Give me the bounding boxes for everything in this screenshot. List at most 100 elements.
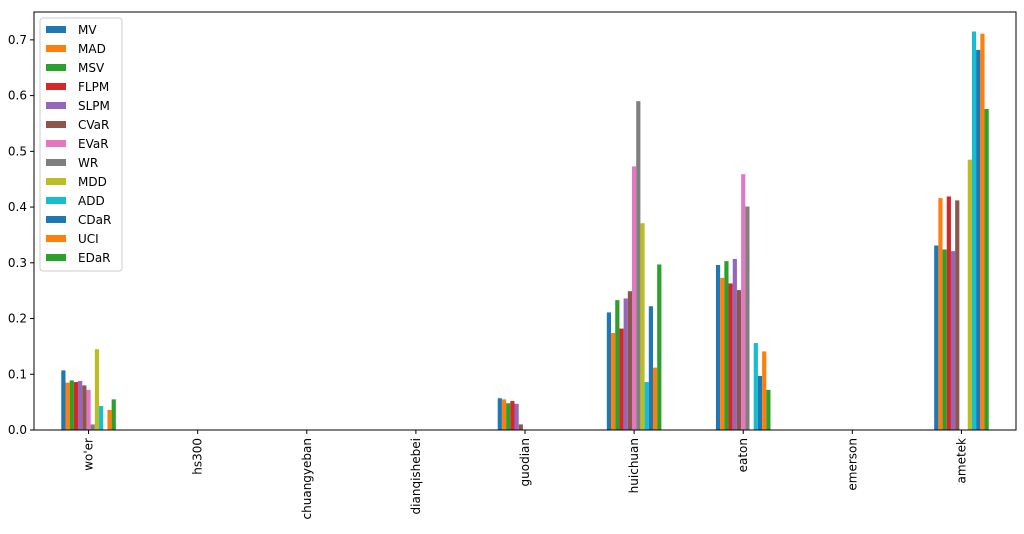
bar-slpm-6 (732, 258, 737, 430)
legend-label-cdar: CDaR (78, 213, 111, 227)
legend-swatch-cvar (46, 121, 66, 128)
bar-edar-0 (111, 399, 116, 430)
legend-label-mv: MV (78, 23, 97, 37)
legend-swatch-cdar (46, 216, 66, 223)
y-tick-label: 0.3 (8, 256, 27, 270)
bar-add-0 (99, 406, 104, 430)
legend-swatch-edar (46, 254, 66, 261)
bar-msv-8 (942, 249, 947, 430)
y-tick-label: 0.0 (8, 423, 27, 437)
legend-label-msv: MSV (78, 61, 105, 75)
bar-slpm-4 (514, 403, 519, 430)
legend-label-edar: EDaR (78, 251, 111, 265)
bar-mad-0 (65, 382, 70, 430)
y-tick-label: 0.7 (8, 33, 27, 47)
legend-label-cvar: CVaR (78, 118, 109, 132)
legend-swatch-slpm (46, 102, 66, 109)
bar-cvar-0 (82, 385, 87, 430)
bar-wr-6 (745, 206, 750, 430)
bar-flpm-5 (619, 328, 624, 430)
bar-flpm-0 (73, 382, 79, 430)
legend-swatch-mad (46, 45, 66, 52)
legend-box (39, 17, 123, 272)
bar-mv-0 (61, 370, 66, 430)
bar-msv-4 (506, 403, 511, 430)
legend-swatch-msv (46, 64, 66, 71)
bar-edar-6 (766, 389, 771, 430)
bar-mv-5 (606, 312, 612, 430)
bar-cdar-6 (757, 375, 763, 430)
bar-mad-6 (720, 277, 725, 430)
bar-mv-4 (497, 398, 502, 430)
legend-swatch-evar (46, 140, 66, 147)
bar-slpm-5 (623, 298, 628, 430)
legend: MV MAD MSV FLPM SLPM CVaR EVaR WR MDD ADD CDaR UCI E… (39, 17, 123, 272)
legend-swatch-wr (46, 159, 66, 166)
bar-uci-5 (653, 367, 658, 430)
bar-evar-0 (86, 389, 91, 430)
bar-msv-0 (69, 380, 74, 430)
legend-label-slpm: SLPM (78, 99, 110, 113)
x-tick-label: wo'er (82, 438, 96, 471)
legend-label-uci: UCI (78, 232, 99, 246)
legend-label-evar: EVaR (78, 137, 109, 151)
bar-add-8 (971, 31, 977, 430)
bar-cvar-8 (955, 200, 960, 430)
x-tick-label: hs300 (191, 438, 205, 475)
bar-add-5 (644, 382, 649, 430)
x-tick-label: guodian (518, 438, 532, 486)
bar-mv-6 (715, 265, 721, 430)
y-tick-label: 0.4 (8, 200, 27, 214)
bar-evar-6 (741, 174, 746, 430)
bar-mad-8 (938, 198, 943, 430)
bar-cvar-4 (518, 424, 523, 430)
bars-layer (61, 31, 989, 431)
bar-add-6 (753, 343, 758, 430)
x-tick-label: ametek (954, 438, 968, 484)
bar-mad-5 (611, 333, 616, 430)
bar-cdar-5 (648, 306, 653, 430)
plot-frame (33, 11, 1017, 431)
y-tick-label: 0.5 (8, 144, 27, 158)
bar-flpm-4 (510, 401, 515, 430)
x-tick-label: huichuan (627, 438, 641, 493)
x-tick-label: emerson (845, 438, 859, 491)
x-tick-label: eaton (736, 438, 750, 472)
x-tick-label: dianqishebei (409, 438, 423, 514)
bar-msv-6 (724, 261, 729, 430)
bar-wr-0 (90, 424, 95, 430)
bar-wr-5 (636, 101, 641, 431)
x-axis: wo'er hs300 chuangyeban dianqishebei guodian… (82, 430, 968, 519)
legend-label-mdd: MDD (78, 175, 107, 189)
bar-slpm-0 (78, 380, 83, 430)
y-tick-label: 0.1 (8, 367, 27, 381)
bar-uci-8 (980, 33, 985, 431)
y-axis: 0.0 0.1 0.2 0.3 0.4 0.5 0.6 0.7 (8, 33, 34, 437)
bar-mdd-0 (94, 349, 100, 430)
bar-flpm-6 (728, 283, 733, 430)
bar-uci-6 (762, 351, 767, 430)
y-tick-label: 0.2 (8, 312, 27, 326)
bar-cvar-5 (627, 291, 633, 430)
bar-mdd-8 (967, 159, 972, 430)
legend-label-flpm: FLPM (78, 80, 109, 94)
bar-uci-0 (107, 409, 112, 430)
bar-mdd-5 (640, 223, 645, 430)
bar-evar-5 (632, 166, 637, 430)
legend-swatch-mdd (46, 178, 66, 185)
legend-label-wr: WR (78, 156, 98, 170)
bar-edar-8 (984, 108, 989, 430)
bar-cvar-6 (736, 290, 742, 430)
bar-slpm-8 (950, 251, 956, 430)
bar-flpm-8 (946, 196, 951, 430)
legend-swatch-flpm (46, 83, 66, 90)
bar-mad-4 (501, 399, 507, 430)
legend-label-mad: MAD (78, 42, 106, 56)
x-tick-label: chuangyeban (300, 438, 314, 519)
bar-msv-5 (615, 300, 620, 430)
bar-edar-5 (657, 264, 662, 430)
legend-swatch-mv (46, 26, 66, 33)
legend-swatch-uci (46, 235, 66, 242)
legend-swatch-add (46, 197, 66, 204)
